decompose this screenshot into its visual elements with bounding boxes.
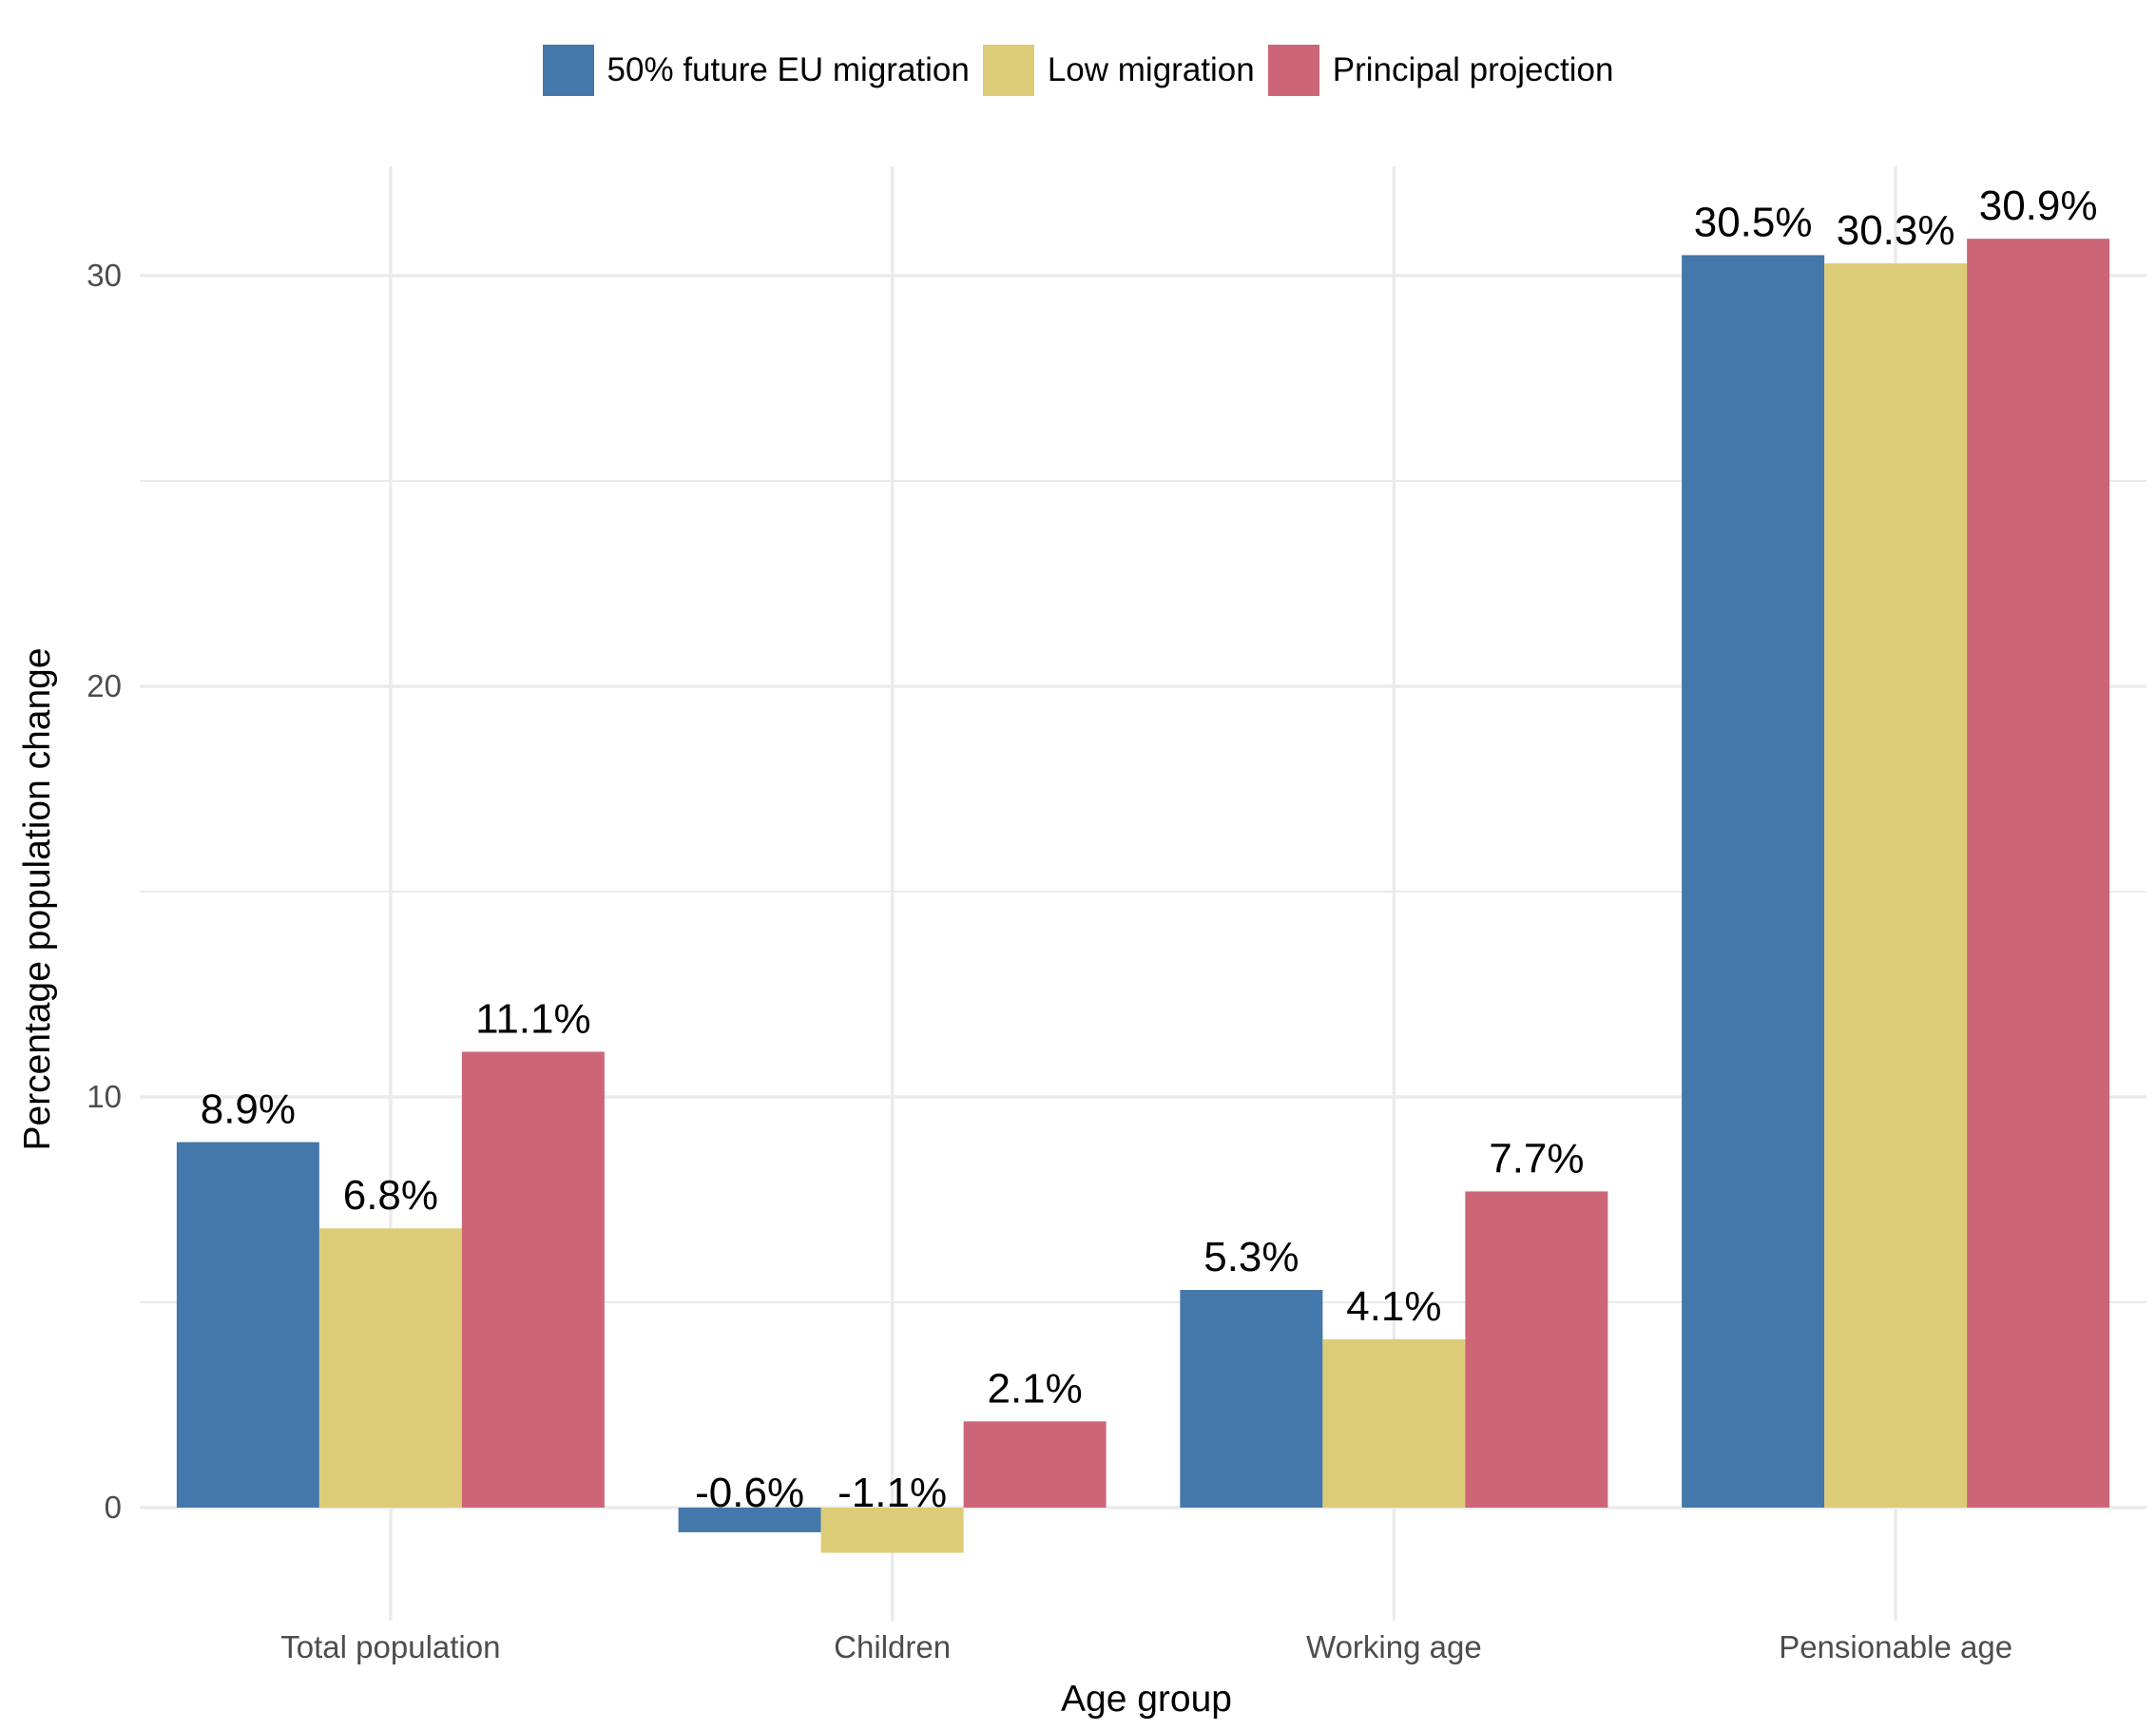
data-label: 30.3% <box>1837 207 1955 254</box>
bar-50-future-eu-migration-working-age <box>1180 1290 1323 1508</box>
legend-item-50-future-eu-migration: 50% future EU migration <box>542 45 970 96</box>
data-label: 30.9% <box>1979 183 2098 229</box>
bar-principal-projection-pensionable-age <box>1967 239 2110 1508</box>
y-tick-label: 10 <box>87 1079 122 1114</box>
bar-principal-projection-working-age <box>1465 1191 1608 1508</box>
legend: 50% future EU migration Low migration Prin… <box>0 42 2156 99</box>
legend-swatch <box>1267 45 1319 96</box>
data-label: 30.5% <box>1694 199 1813 245</box>
bar-principal-projection-children <box>963 1421 1107 1508</box>
data-label: -0.6% <box>695 1470 804 1516</box>
x-tick-label: Total population <box>280 1629 500 1664</box>
bar-principal-projection-total-population <box>461 1051 605 1508</box>
y-axis-title: Percentage population change <box>17 647 58 1150</box>
x-axis-title: Age group <box>1061 1679 1232 1720</box>
x-tick-labels: Total population Children Working age Pensi… <box>280 1629 2012 1664</box>
x-tick-label: Pensionable age <box>1779 1629 2012 1664</box>
y-tick-label: 30 <box>87 258 122 293</box>
bar-50-future-eu-migration-children <box>678 1508 821 1532</box>
y-tick-labels: 0 10 20 30 <box>87 258 122 1525</box>
bars <box>176 239 2110 1553</box>
data-label: 6.8% <box>343 1172 438 1219</box>
legend-swatch <box>982 45 1034 96</box>
bar-low-migration-working-age <box>1322 1338 1466 1508</box>
bar-low-migration-pensionable-age <box>1824 263 1968 1508</box>
data-label: 2.1% <box>987 1365 1082 1412</box>
legend-label: Principal projection <box>1332 51 1614 88</box>
legend-item-low-migration: Low migration <box>982 45 1255 96</box>
data-label: 11.1% <box>475 995 591 1042</box>
legend-label: 50% future EU migration <box>606 51 970 88</box>
y-tick-label: 0 <box>105 1490 122 1525</box>
data-label: 4.1% <box>1346 1283 1441 1330</box>
bar-low-migration-children <box>820 1508 964 1553</box>
x-tick-label: Working age <box>1306 1629 1482 1664</box>
bar-50-future-eu-migration-pensionable-age <box>1682 255 1825 1508</box>
data-label: -1.1% <box>837 1470 947 1516</box>
data-label: 5.3% <box>1203 1234 1299 1280</box>
data-labels: 8.9% 6.8% 11.1% -0.6% -1.1% 2.1% 5.3% 4.1% 7.7% 3… <box>201 183 2098 1516</box>
y-tick-label: 20 <box>87 668 122 703</box>
data-label: 8.9% <box>201 1087 296 1133</box>
data-label: 7.7% <box>1489 1135 1584 1182</box>
bar-50-future-eu-migration-total-population <box>176 1142 319 1508</box>
x-tick-label: Children <box>834 1629 951 1664</box>
bar-low-migration-total-population <box>318 1228 462 1508</box>
legend-label: Low migration <box>1047 51 1255 88</box>
legend-swatch <box>542 45 594 96</box>
legend-item-principal-projection: Principal projection <box>1267 45 1614 96</box>
